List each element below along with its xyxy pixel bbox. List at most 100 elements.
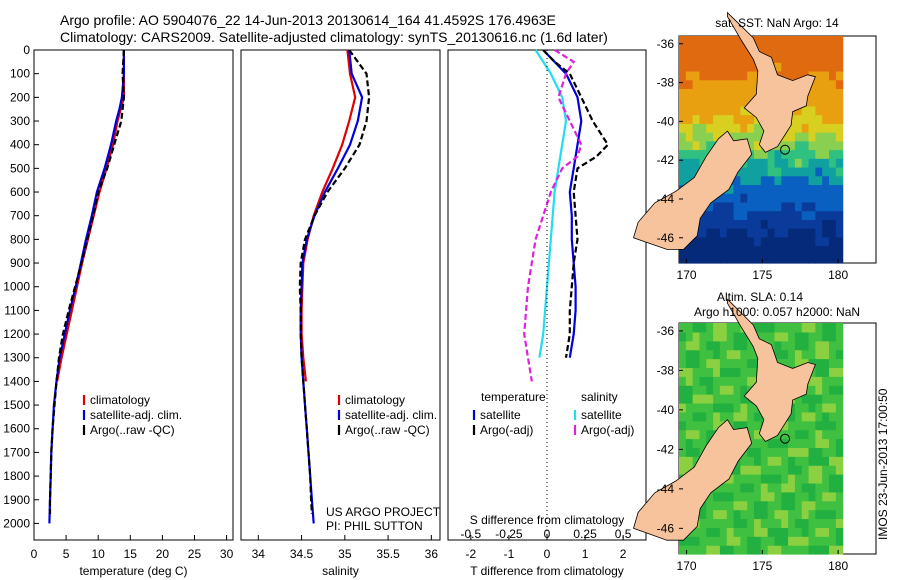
sla-map-cell — [774, 465, 782, 475]
sla-map-cell — [815, 518, 823, 528]
sla-map-cell — [835, 420, 844, 431]
sla-map-cell — [781, 456, 789, 466]
sla-map-cell — [829, 349, 837, 360]
sst-map-cell — [801, 123, 810, 133]
sla-map-cell — [788, 429, 796, 440]
sla-map-cell — [713, 323, 721, 333]
difference-xtick-label: 0 — [544, 547, 551, 561]
sst-map-cell — [747, 228, 755, 238]
sla-map-cell — [713, 545, 721, 555]
sla-map-cell — [829, 376, 837, 386]
sla-map-cell — [706, 367, 714, 377]
sla-map-cell — [685, 385, 694, 395]
sst-map-cell — [726, 219, 735, 229]
sst-map-cell — [713, 97, 721, 107]
sla-map-cell — [835, 482, 844, 493]
sst-map-cell — [754, 158, 762, 168]
sla-map-cell — [706, 518, 714, 528]
sla-map-cell — [767, 545, 776, 555]
sla-map-cell — [706, 500, 714, 511]
sst-map-cell — [835, 140, 844, 151]
sst-map-cell — [713, 219, 721, 229]
sla-map-cell — [726, 536, 735, 546]
sla-map-cell — [733, 358, 741, 369]
sla-map-cell — [733, 500, 741, 511]
sla-map-cell — [794, 474, 803, 484]
sla-map-cell — [754, 429, 762, 440]
sla-map-cell — [706, 509, 714, 520]
sla-map-cell — [706, 394, 714, 404]
sla-map-cell — [808, 402, 816, 413]
sst-map-cell — [788, 166, 796, 177]
sst-map-cell — [829, 62, 837, 72]
sla-map-cell — [747, 340, 755, 351]
sla-map-cell — [822, 536, 830, 546]
sla-map-cell — [692, 536, 701, 546]
salinity-xlabel: salinity — [322, 564, 359, 578]
sst-map-cell — [747, 123, 755, 133]
sla-map-cell — [822, 465, 830, 475]
sst-map-cell — [794, 132, 803, 142]
sst-map-cell — [733, 88, 741, 98]
sla-map-cell — [706, 385, 714, 395]
sst-map-cell — [706, 88, 714, 98]
sst-map-cell — [747, 132, 755, 142]
sla-map-cell — [835, 340, 844, 351]
sst-map-cell — [815, 79, 823, 89]
sla-map-cell — [788, 536, 796, 546]
sla-map-cell — [679, 438, 687, 448]
sst-map-cell — [733, 175, 741, 186]
sst-map-cell — [733, 193, 741, 203]
sst-map-cell — [815, 62, 823, 72]
sst-map-cell — [774, 228, 782, 238]
sst-map-cell — [829, 193, 837, 203]
sst-map-cell — [767, 228, 776, 238]
sla-map-cell — [747, 482, 755, 493]
sla-map-cell — [679, 536, 687, 546]
sla-map-cell — [788, 447, 796, 457]
temperature-ytick-label: 1500 — [3, 398, 30, 412]
sst-map-cell — [794, 228, 803, 238]
sla-map-cell — [767, 465, 776, 475]
sla-map-cell — [801, 429, 810, 440]
sla-map-cell — [788, 474, 796, 484]
sst-map-cell — [685, 175, 694, 186]
sst-map-cell — [774, 62, 782, 72]
sst-map-cell — [692, 140, 701, 151]
difference-xtick-label: -1 — [504, 547, 515, 561]
sst-map-cell — [829, 236, 837, 247]
sla-map-cell — [794, 518, 803, 528]
sst-map-cell — [754, 236, 762, 247]
sst-map-cell — [685, 70, 694, 81]
sla-map-cell — [679, 402, 687, 413]
sst-map-cell — [822, 88, 830, 98]
sst-map-cell — [685, 36, 694, 46]
sst-map-cell — [740, 70, 748, 81]
sst-map-cell — [801, 236, 810, 247]
sla-map-cell — [760, 438, 769, 448]
sla-map-cell — [788, 411, 796, 422]
sla-map-cell — [822, 429, 830, 440]
sst-map-cell — [829, 166, 837, 177]
sla-map-ytick-label: -46 — [657, 521, 675, 535]
temperature-ytick-label: 300 — [10, 114, 30, 128]
sla-map-cell — [788, 518, 796, 528]
sla-map-cell — [835, 491, 844, 502]
sla-map-cell — [692, 358, 701, 369]
sla-map-cell — [767, 482, 776, 493]
sla-map-cell — [815, 349, 823, 360]
sst-map-cell — [808, 184, 816, 194]
sla-map-cell — [713, 367, 721, 377]
sla-map-cell — [815, 340, 823, 351]
sst-map-cell — [822, 62, 830, 72]
sst-map-cell — [747, 166, 755, 177]
sst-map-cell — [822, 201, 830, 212]
sst-map-cell — [781, 254, 789, 264]
temperature-ytick-label: 1300 — [3, 351, 30, 365]
sla-map-cell — [829, 411, 837, 422]
sla-map-cell — [713, 385, 721, 395]
sla-map-ytick-label: -42 — [657, 442, 675, 456]
sst-map-cell — [747, 175, 755, 186]
sla-map-cell — [767, 323, 776, 333]
sst-map-cell — [706, 123, 714, 133]
